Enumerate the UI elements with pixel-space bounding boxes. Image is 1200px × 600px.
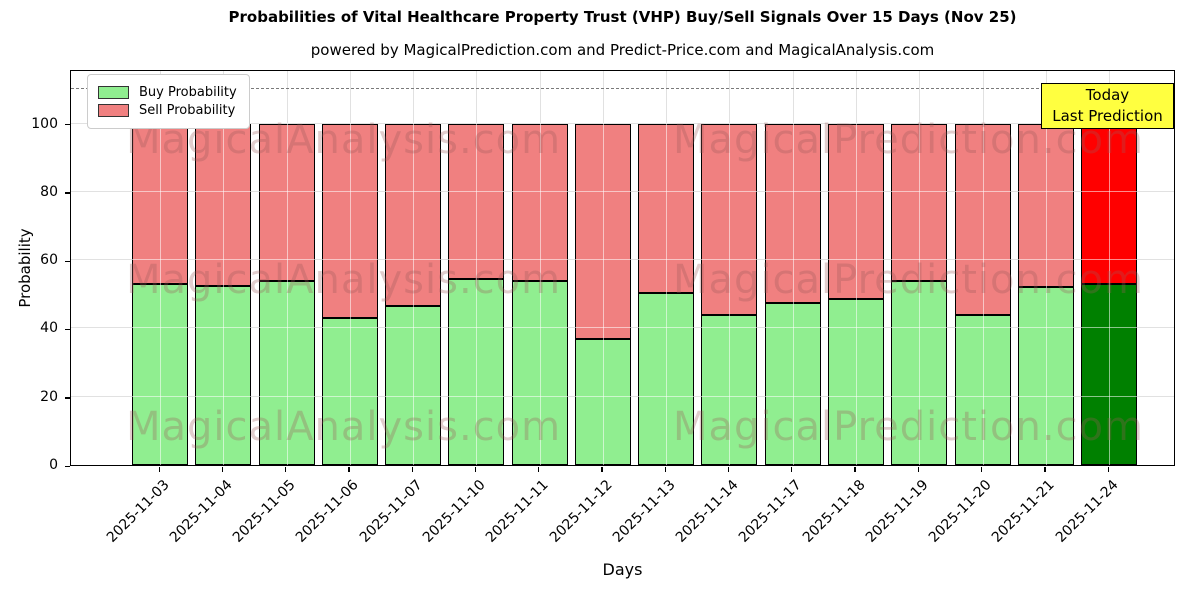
xtick-mark-2025-11-19: [917, 467, 920, 472]
gridline-x-2025-11-21: [1045, 71, 1047, 465]
gridline-y-60: [71, 259, 1174, 261]
gridline-y-100: [71, 122, 1174, 124]
ytick-mark-60: [65, 260, 70, 262]
xtick-mark-2025-11-13: [664, 467, 666, 472]
sell-color-swatch: [98, 104, 129, 117]
xtick-mark-2025-11-04: [221, 467, 224, 472]
xtick-2025-11-19: 2025-11-19: [862, 477, 932, 546]
chart-subtitle: powered by MagicalPrediction.com and Pre…: [310, 41, 935, 59]
gridline-x-2025-11-06: [349, 71, 351, 465]
xtick-mark-2025-11-07: [411, 467, 413, 472]
gridline-x-2025-11-13: [666, 71, 668, 465]
gridline-y-20: [71, 395, 1174, 397]
xtick-mark-2025-11-11: [538, 467, 540, 472]
xtick-2025-11-14: 2025-11-14: [672, 477, 742, 546]
xtick-2025-11-24: 2025-11-24: [1052, 477, 1122, 546]
today-annotation: Today Last Prediction: [1041, 83, 1174, 129]
xtick-2025-11-05: 2025-11-05: [230, 477, 299, 546]
xtick-2025-11-21: 2025-11-21: [989, 477, 1059, 546]
ytick-60: 60: [40, 252, 58, 269]
x-axis-label: Days: [602, 560, 643, 579]
gridline-x-2025-11-19: [919, 71, 921, 465]
gridline-x-2025-11-24: [1109, 71, 1111, 465]
y-axis-label: Probability: [16, 228, 34, 308]
xtick-mark-2025-11-06: [348, 467, 350, 472]
plot-area: MagicalAnalysis.com MagicalPrediction.com…: [70, 70, 1175, 466]
xtick-mark-2025-11-21: [1044, 467, 1046, 472]
xtick-2025-11-03: 2025-11-03: [103, 477, 173, 546]
xtick-2025-11-07: 2025-11-07: [356, 477, 426, 546]
xtick-2025-11-17: 2025-11-17: [736, 477, 806, 546]
xtick-2025-11-12: 2025-11-12: [546, 477, 616, 546]
xtick-2025-11-04: 2025-11-04: [166, 477, 236, 546]
legend-item-buy: Buy Probability: [98, 85, 237, 100]
ytick-mark-80: [65, 192, 70, 194]
gridline-x-2025-11-14: [729, 71, 731, 465]
gridline-x-2025-11-04: [223, 71, 225, 465]
xtick-2025-11-06: 2025-11-06: [293, 477, 363, 546]
ytick-20: 20: [40, 388, 58, 405]
chart-title: Probabilities of Vital Healthcare Proper…: [228, 8, 1017, 26]
legend-label-sell: Sell Probability: [139, 103, 236, 118]
gridline-y-80: [71, 190, 1174, 192]
gridline-x-2025-11-10: [476, 71, 478, 465]
gridline-x-2025-11-07: [413, 71, 415, 465]
xtick-mark-2025-11-03: [158, 467, 160, 472]
xtick-mark-2025-11-10: [474, 467, 477, 472]
xtick-2025-11-13: 2025-11-13: [609, 477, 679, 546]
gridline-x-2025-11-05: [286, 71, 288, 465]
ytick-mark-100: [65, 124, 70, 126]
xtick-mark-2025-11-24: [1107, 467, 1109, 472]
ytick-mark-20: [65, 397, 70, 399]
gridline-x-2025-11-17: [792, 71, 794, 465]
gridline-x-2025-11-20: [982, 71, 984, 465]
ytick-40: 40: [40, 320, 58, 337]
buy-color-swatch: [98, 86, 129, 99]
ytick-mark-40: [65, 328, 70, 331]
legend-label-buy: Buy Probability: [139, 85, 237, 100]
gridline-y-40: [71, 327, 1174, 329]
legend-item-sell: Sell Probability: [98, 103, 237, 118]
ytick-mark-0: [65, 465, 70, 467]
today-annotation-line1: Today: [1085, 86, 1130, 104]
xtick-mark-2025-11-05: [285, 467, 287, 472]
xtick-2025-11-11: 2025-11-11: [483, 477, 552, 546]
xtick-2025-11-20: 2025-11-20: [925, 477, 995, 546]
xtick-2025-11-18: 2025-11-18: [799, 477, 869, 546]
xtick-mark-2025-11-18: [854, 467, 856, 472]
gridline-x-2025-11-03: [160, 71, 161, 465]
xtick-2025-11-10: 2025-11-10: [419, 477, 489, 546]
ytick-100: 100: [31, 115, 58, 132]
xtick-mark-2025-11-20: [981, 467, 983, 472]
gridline-x-2025-11-11: [539, 71, 541, 465]
legend: Buy Probability Sell Probability: [87, 74, 250, 129]
ytick-80: 80: [40, 183, 58, 200]
xtick-mark-2025-11-12: [601, 467, 603, 472]
gridline-x-2025-11-18: [855, 71, 857, 465]
gridline-x-2025-11-12: [602, 71, 604, 465]
xtick-mark-2025-11-14: [727, 467, 730, 472]
threshold-dashed-line: [71, 88, 1174, 90]
today-annotation-line2: Last Prediction: [1052, 107, 1163, 125]
xtick-mark-2025-11-17: [791, 467, 793, 472]
ytick-0: 0: [49, 457, 58, 473]
